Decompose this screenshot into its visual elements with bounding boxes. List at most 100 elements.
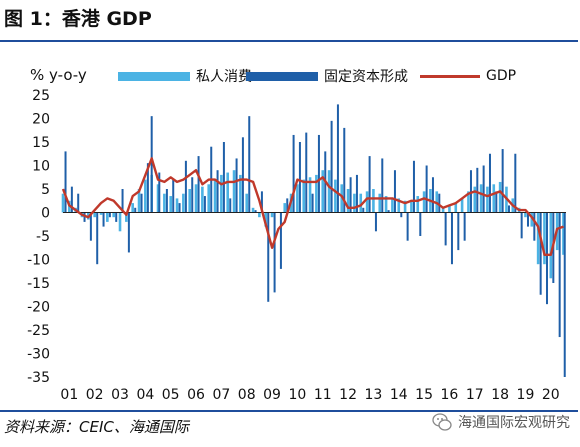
y-tick-label: 10 — [32, 159, 50, 175]
investment-bar — [514, 153, 517, 213]
investment-bar — [457, 212, 460, 251]
x-tick-label: 14 — [390, 387, 408, 403]
consumption-bar — [207, 184, 211, 213]
consumption-bar — [131, 203, 134, 213]
investment-bar — [419, 212, 422, 236]
consumption-bar — [144, 179, 147, 213]
y-tick-label: -20 — [27, 300, 50, 316]
legend-swatch-investment — [246, 71, 318, 81]
legend-item-consumption: 私人消费 — [118, 67, 252, 85]
consumption-bar — [365, 191, 369, 213]
investment-bar — [279, 212, 282, 269]
legend-label-consumption: 私人消费 — [196, 69, 252, 85]
investment-bar — [476, 167, 479, 213]
investment-bar — [127, 212, 130, 253]
y-tick-label: 5 — [41, 182, 50, 198]
consumption-bar — [460, 198, 464, 213]
consumption-bar — [213, 179, 217, 213]
consumption-bar — [112, 212, 115, 218]
investment-bar — [305, 132, 308, 213]
consumption-bar — [441, 207, 445, 213]
consumption-bar — [220, 174, 223, 213]
investment-bar — [172, 179, 175, 213]
investment-bar — [533, 212, 536, 241]
x-tick-label: 16 — [441, 387, 459, 403]
investment-bar — [102, 212, 105, 227]
investment-bar — [501, 149, 504, 213]
investment-bar — [222, 142, 225, 213]
y-tick-label: -35 — [27, 370, 50, 386]
consumption-bar — [270, 212, 274, 218]
y-tick-label: -15 — [27, 276, 50, 292]
consumption-bar — [232, 170, 236, 213]
consumption-bar — [549, 212, 553, 279]
consumption-bar — [156, 184, 160, 213]
consumption-bar — [473, 186, 477, 213]
consumption-bar — [93, 212, 96, 218]
investment-bar — [158, 172, 161, 213]
investment-bar — [469, 170, 472, 213]
y-tick-label: 15 — [32, 135, 50, 151]
x-tick-label: 07 — [212, 387, 230, 403]
y-tick-label: 25 — [32, 88, 50, 104]
investment-bar — [488, 153, 491, 213]
consumption-bar — [422, 191, 426, 213]
investment-bar — [495, 191, 498, 213]
investment-bar — [438, 193, 441, 213]
investment-bar — [115, 212, 118, 222]
consumption-bar — [175, 198, 179, 213]
x-tick-label: 05 — [162, 387, 180, 403]
consumption-bar — [182, 193, 185, 213]
investment-bar — [311, 193, 314, 213]
investment-bar — [368, 156, 371, 213]
consumption-bar — [283, 203, 287, 213]
investment-bar — [178, 203, 181, 213]
x-tick-label: 09 — [263, 387, 281, 403]
investment-bar — [349, 177, 352, 213]
consumption-bar — [353, 193, 356, 213]
investment-bar — [298, 142, 301, 213]
x-tick-label: 20 — [542, 387, 560, 403]
consumption-bar — [359, 193, 363, 213]
legend-item-investment: 固定资本形成 — [246, 67, 408, 85]
investment-bar — [520, 212, 523, 239]
watermark-text: 海通国际宏观研究 — [458, 415, 570, 431]
investment-bar — [507, 205, 510, 213]
investment-bar — [267, 212, 270, 302]
investment-bar — [184, 160, 187, 213]
series-investment-bars — [64, 104, 566, 377]
y-tick-label: 0 — [41, 206, 50, 222]
investment-bar — [254, 210, 257, 213]
x-tick-label: 11 — [314, 387, 332, 403]
y-tick-label: -5 — [36, 229, 50, 245]
consumption-bar — [264, 212, 268, 227]
consumption-bar — [258, 212, 261, 218]
legend-item-gdp: GDP — [420, 67, 516, 85]
investment-bar — [229, 198, 232, 213]
investment-bar — [235, 158, 238, 213]
x-tick-label: 08 — [238, 387, 256, 403]
legend-label-investment: 固定资本形成 — [324, 69, 408, 85]
investment-bar — [425, 165, 428, 213]
investment-bar — [444, 212, 447, 246]
consumption-bar — [536, 212, 540, 265]
consumption-bar — [118, 212, 122, 232]
investment-bar — [70, 186, 73, 213]
investment-bar — [463, 212, 466, 241]
title-divider — [0, 40, 578, 42]
x-tick-label: 19 — [517, 387, 535, 403]
y-tick-label: -25 — [27, 323, 50, 339]
consumption-bar — [486, 186, 489, 213]
consumption-bar — [530, 212, 534, 227]
y-tick-label: 20 — [32, 112, 50, 128]
consumption-bar — [454, 203, 458, 213]
investment-bar — [387, 210, 390, 213]
consumption-bar — [397, 198, 401, 213]
investment-bar — [108, 212, 111, 218]
investment-bar — [362, 207, 365, 213]
series-gdp-line — [61, 157, 564, 257]
investment-bar — [248, 116, 251, 213]
x-tick-label: 01 — [60, 387, 78, 403]
investment-bar — [400, 212, 403, 218]
